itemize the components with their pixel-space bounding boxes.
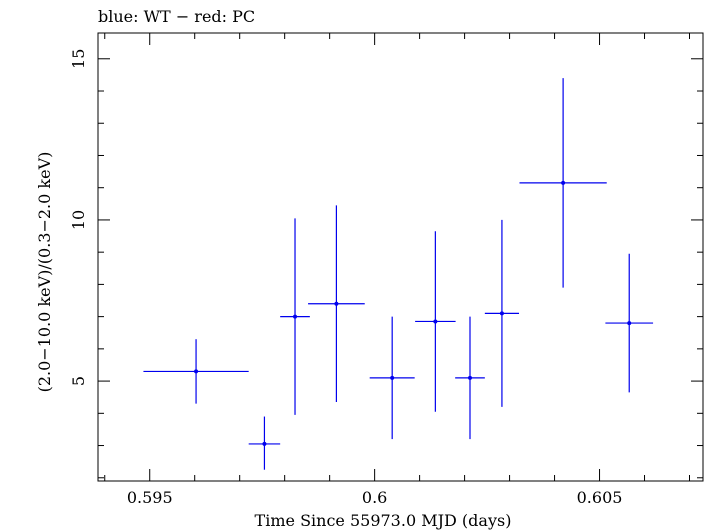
point-marker [390, 375, 395, 380]
data-point [280, 218, 310, 415]
x-tick-label: 0.6 [362, 488, 387, 507]
point-marker [627, 321, 632, 326]
point-marker [262, 441, 267, 446]
axis-ticks: 0.595 0.6 0.605 5 10 15 [69, 33, 703, 507]
y-tick-label: 10 [69, 210, 88, 230]
data-points [143, 78, 654, 470]
point-marker [334, 301, 339, 306]
data-point [248, 416, 281, 470]
chart-title: blue: WT − red: PC [98, 7, 255, 26]
data-point [143, 339, 249, 404]
x-tick-label: 0.595 [127, 488, 173, 507]
plot-frame [97, 32, 704, 482]
x-tick-label: 0.605 [577, 488, 623, 507]
data-point [369, 316, 415, 440]
y-axis-label: (2.0−10.0 keV)/(0.3−2.0 keV) [35, 152, 54, 393]
y-tick-label: 15 [69, 49, 88, 69]
point-marker [561, 180, 566, 185]
data-point [519, 78, 607, 288]
x-axis-label: Time Since 55973.0 MJD (days) [255, 511, 512, 530]
data-point [605, 253, 654, 393]
point-marker [293, 314, 298, 319]
point-marker [467, 375, 472, 380]
data-point [484, 219, 520, 407]
point-marker [433, 319, 438, 324]
point-marker [499, 311, 504, 316]
y-tick-label: 5 [69, 376, 88, 386]
data-point [455, 316, 485, 440]
point-marker [194, 369, 199, 374]
data-point [415, 231, 456, 412]
data-point [308, 205, 365, 403]
